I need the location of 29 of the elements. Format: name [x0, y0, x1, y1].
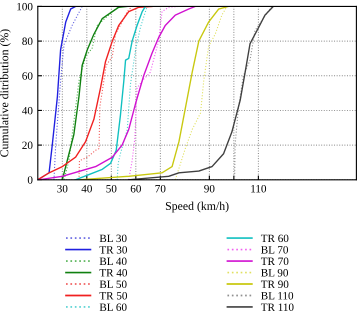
legend-label: BL 40: [100, 258, 127, 266]
y-tick-label: 40: [22, 106, 33, 114]
x-tick-label: 70: [156, 184, 166, 192]
x-tick-label: 30: [57, 184, 68, 192]
y-tick-label: 60: [22, 72, 33, 80]
legend-label: BL 60: [100, 303, 127, 311]
x-axis-title: Speed (km/h): [166, 202, 229, 212]
legend-label: BL 70: [261, 246, 288, 254]
x-tick-label: 60: [130, 184, 141, 192]
x-tick-label: 90: [204, 184, 214, 192]
x-tick-label: 50: [106, 184, 116, 192]
legend-label: BL 110: [261, 292, 294, 300]
legend-label: TR 60: [260, 234, 288, 242]
y-axis-title: Cumulative ditribution (%): [0, 29, 11, 157]
legend-label: TR 50: [100, 292, 128, 300]
x-tick-label: 40: [81, 184, 92, 192]
legend-label: TR 40: [100, 269, 128, 277]
legend-label: TR 90: [260, 280, 288, 288]
legend-label: TR 30: [100, 246, 128, 254]
y-tick-label: 20: [22, 142, 33, 150]
legend-label: BL 30: [100, 234, 127, 242]
y-tick-label: 100: [17, 2, 33, 10]
x-tick-label: 110: [251, 184, 266, 192]
legend-label: TR 110: [260, 303, 294, 311]
legend-label: BL 50: [100, 280, 127, 288]
y-tick-label: 80: [22, 38, 33, 46]
legend-label: BL 90: [261, 269, 288, 277]
y-tick-label: 0: [28, 176, 33, 184]
legend-label: TR 70: [260, 258, 288, 266]
